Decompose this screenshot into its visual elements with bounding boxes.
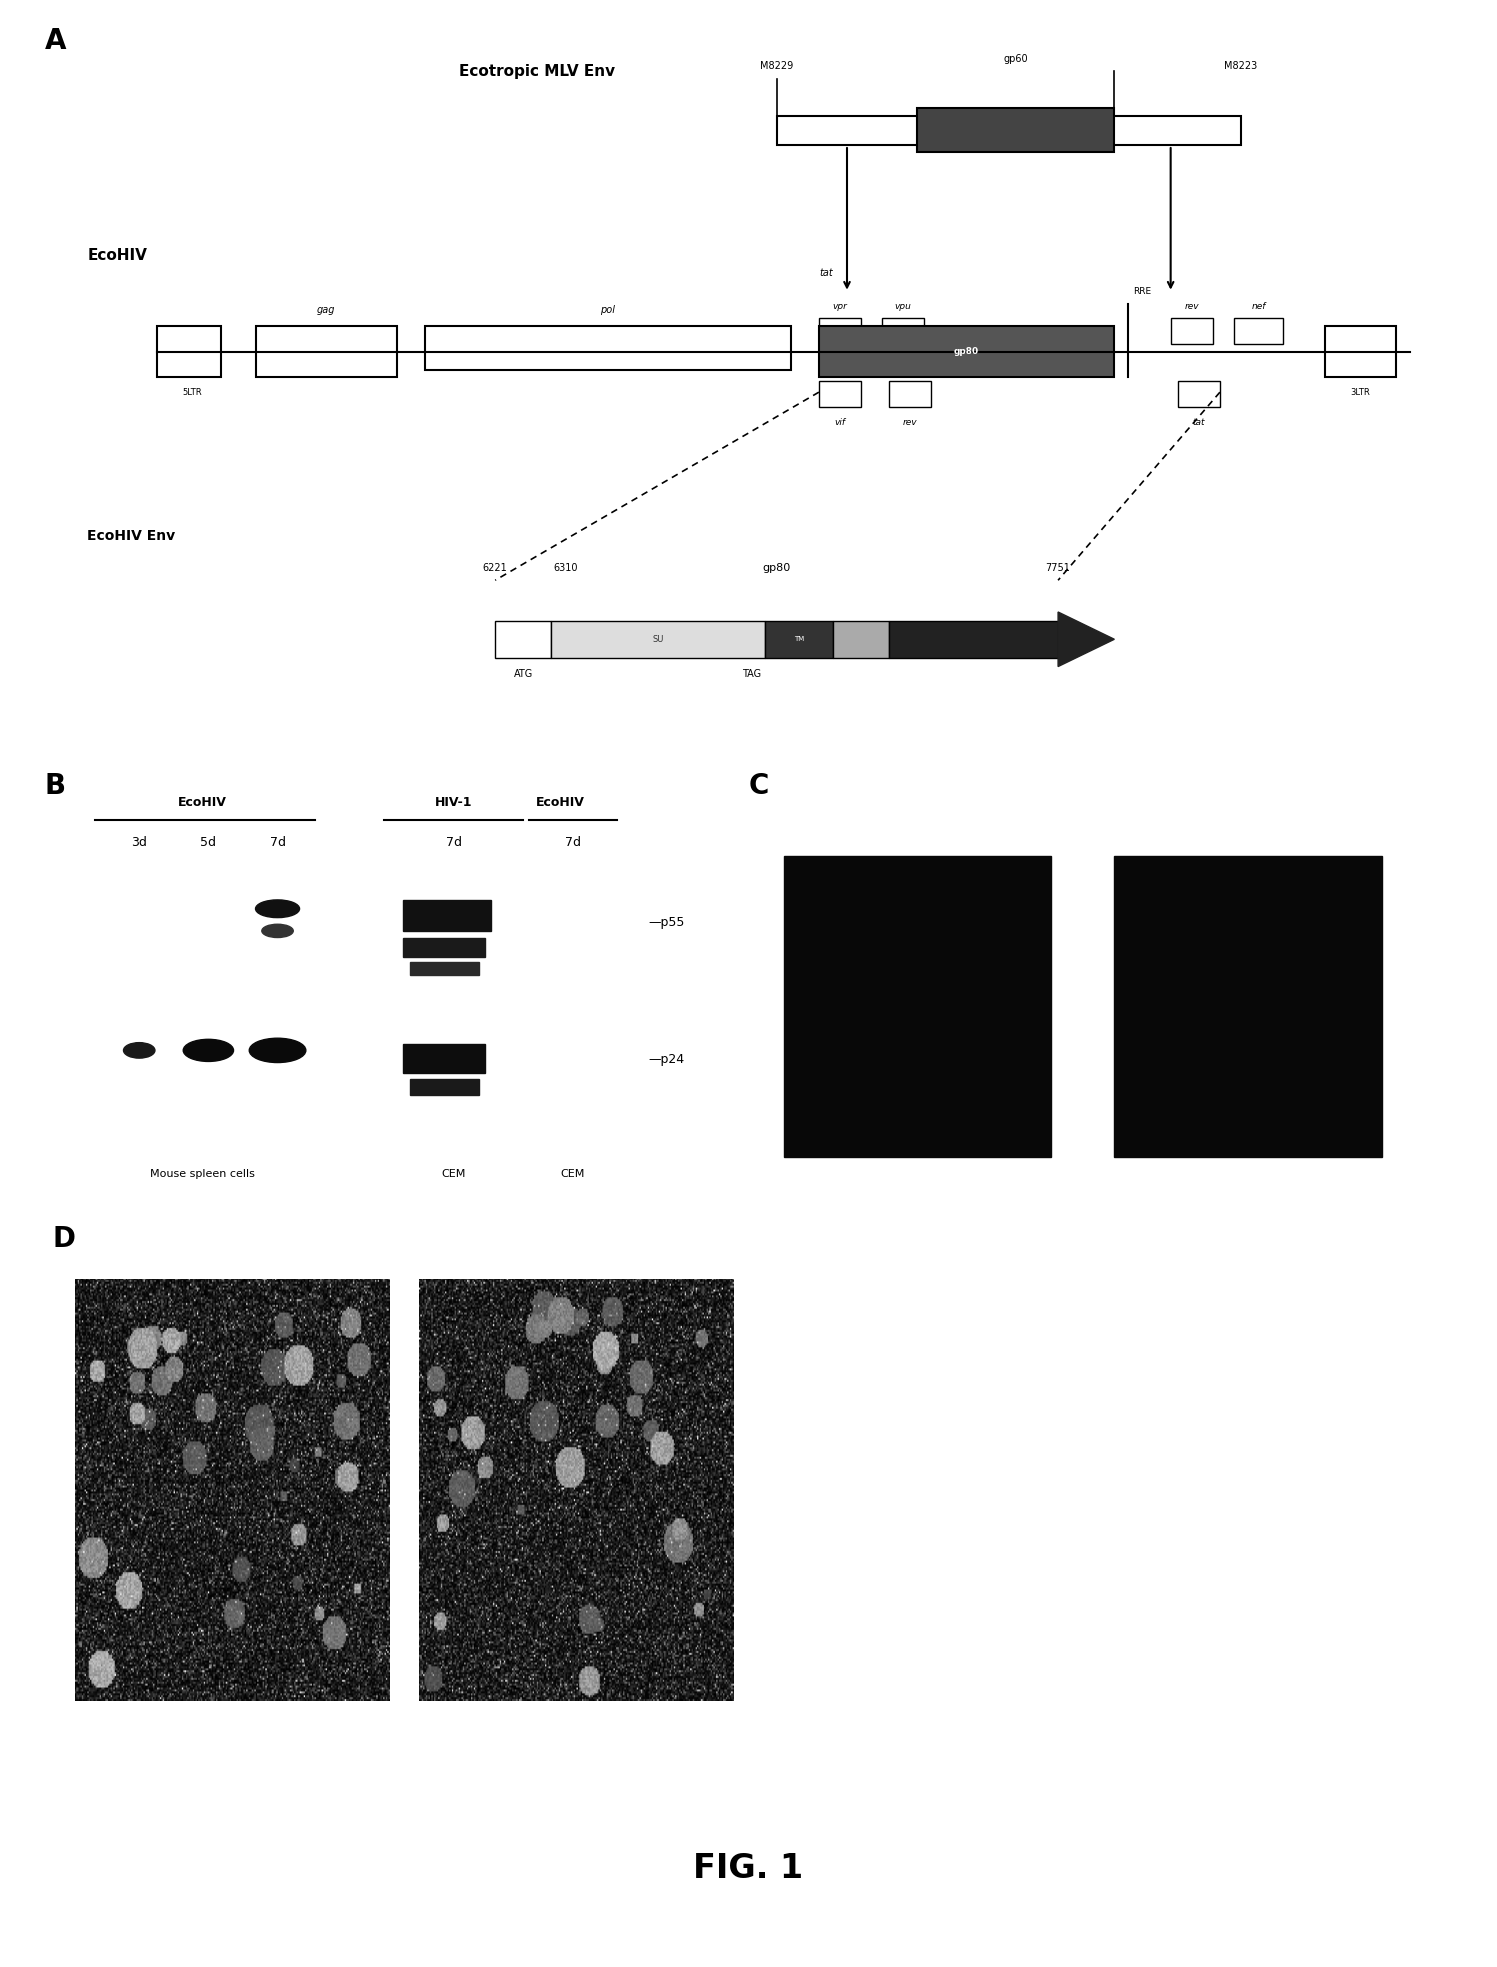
- Text: EcoHIV: EcoHIV: [536, 797, 585, 808]
- Ellipse shape: [183, 1039, 234, 1062]
- Text: 3d: 3d: [132, 836, 147, 850]
- Text: —p55: —p55: [648, 915, 684, 928]
- Text: EcoHIV Env: EcoHIV Env: [87, 529, 175, 543]
- Bar: [889, 622, 1058, 657]
- Text: gp80: gp80: [762, 563, 790, 572]
- Bar: [882, 319, 925, 344]
- Text: 7d: 7d: [269, 836, 286, 850]
- Text: B: B: [45, 771, 66, 799]
- Text: vpr: vpr: [832, 303, 847, 311]
- Bar: [425, 327, 790, 370]
- Bar: [819, 319, 861, 344]
- Ellipse shape: [256, 901, 299, 917]
- Text: SU: SU: [653, 635, 665, 643]
- Text: rev: rev: [903, 419, 918, 427]
- Text: C: C: [748, 771, 769, 799]
- Text: —p24: —p24: [648, 1052, 684, 1066]
- Text: 5d: 5d: [201, 836, 217, 850]
- Text: RRE: RRE: [1133, 287, 1151, 297]
- Text: 3LTR: 3LTR: [1350, 389, 1370, 397]
- Text: 7751: 7751: [1045, 563, 1070, 572]
- Text: EcoHIV: EcoHIV: [87, 248, 147, 264]
- Text: 7d: 7d: [564, 836, 581, 850]
- Text: FIG. 1: FIG. 1: [693, 1853, 804, 1884]
- Text: 7d: 7d: [446, 836, 461, 850]
- Text: tat: tat: [1193, 419, 1205, 427]
- Text: pol: pol: [600, 305, 615, 315]
- Text: 6221: 6221: [484, 563, 507, 572]
- Bar: [1171, 319, 1213, 344]
- Bar: [819, 382, 861, 407]
- Text: M8229: M8229: [760, 61, 793, 71]
- Text: M8223: M8223: [1225, 61, 1257, 71]
- Bar: [777, 116, 1241, 146]
- Text: CEM: CEM: [442, 1168, 466, 1180]
- Bar: [889, 382, 931, 407]
- Bar: [784, 856, 1051, 1157]
- Bar: [832, 622, 889, 657]
- Bar: [918, 108, 1114, 153]
- Bar: [819, 327, 1114, 378]
- Bar: [410, 962, 479, 976]
- Polygon shape: [1058, 612, 1114, 667]
- Bar: [1178, 382, 1220, 407]
- Text: HIV-1: HIV-1: [434, 797, 473, 808]
- Bar: [403, 899, 491, 930]
- Bar: [1114, 856, 1382, 1157]
- Bar: [410, 1080, 479, 1094]
- Bar: [403, 938, 485, 958]
- Bar: [157, 327, 222, 378]
- Text: 6310: 6310: [554, 563, 578, 572]
- Bar: [403, 1044, 485, 1072]
- Text: rev: rev: [1184, 303, 1199, 311]
- Text: TM: TM: [793, 635, 804, 643]
- Text: 5LTR: 5LTR: [183, 389, 202, 397]
- Text: Ecotropic MLV Env: Ecotropic MLV Env: [460, 63, 615, 79]
- Text: EcoHIV: EcoHIV: [178, 797, 226, 808]
- Text: TAG: TAG: [741, 669, 760, 679]
- Text: gp60: gp60: [1003, 53, 1028, 65]
- Bar: [1325, 327, 1395, 378]
- Ellipse shape: [262, 924, 293, 938]
- Text: gp80: gp80: [954, 346, 979, 356]
- Bar: [551, 622, 765, 657]
- Text: ATG: ATG: [513, 669, 533, 679]
- Text: nef: nef: [1251, 303, 1266, 311]
- Ellipse shape: [123, 1043, 156, 1058]
- Text: vif: vif: [834, 419, 846, 427]
- Bar: [1234, 319, 1283, 344]
- Text: vpu: vpu: [895, 303, 912, 311]
- Text: D: D: [52, 1225, 75, 1253]
- Text: CEM: CEM: [561, 1168, 585, 1180]
- Bar: [765, 622, 832, 657]
- Text: gag: gag: [317, 305, 335, 315]
- Text: tat: tat: [819, 268, 832, 277]
- Text: A: A: [45, 28, 66, 55]
- Bar: [496, 622, 551, 657]
- Text: Mouse spleen cells: Mouse spleen cells: [150, 1168, 254, 1180]
- Bar: [256, 327, 397, 378]
- Ellipse shape: [250, 1039, 305, 1062]
